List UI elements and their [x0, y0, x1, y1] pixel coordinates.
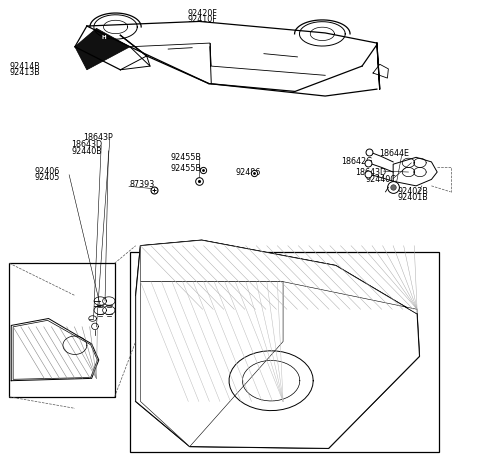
Text: 92455B: 92455B — [170, 153, 202, 162]
Polygon shape — [13, 320, 97, 379]
Text: 18643D: 18643D — [355, 168, 386, 176]
Bar — [130, 252, 439, 452]
Text: 18643D: 18643D — [72, 140, 103, 149]
Text: 92440B: 92440B — [72, 147, 102, 156]
Text: 92420F: 92420F — [187, 9, 217, 18]
Polygon shape — [141, 240, 417, 314]
Text: 92486: 92486 — [235, 168, 261, 176]
Text: 92406: 92406 — [34, 167, 60, 176]
Text: 92410F: 92410F — [187, 15, 217, 24]
Text: H: H — [101, 35, 106, 40]
Text: 92440C: 92440C — [365, 175, 396, 184]
Text: 92405: 92405 — [34, 173, 60, 182]
Text: 18642G: 18642G — [341, 158, 373, 166]
Polygon shape — [136, 240, 420, 449]
Text: 92414B: 92414B — [9, 61, 40, 71]
Text: 18643P: 18643P — [83, 133, 113, 141]
Text: 92401B: 92401B — [398, 193, 429, 202]
Text: 18644E: 18644E — [379, 149, 409, 158]
Text: 92455B: 92455B — [170, 164, 202, 173]
Polygon shape — [141, 282, 283, 447]
Polygon shape — [75, 28, 130, 70]
Text: 87393: 87393 — [130, 181, 155, 189]
Text: 92402B: 92402B — [398, 188, 429, 196]
Text: 92413B: 92413B — [9, 67, 40, 77]
Bar — [9, 263, 115, 397]
